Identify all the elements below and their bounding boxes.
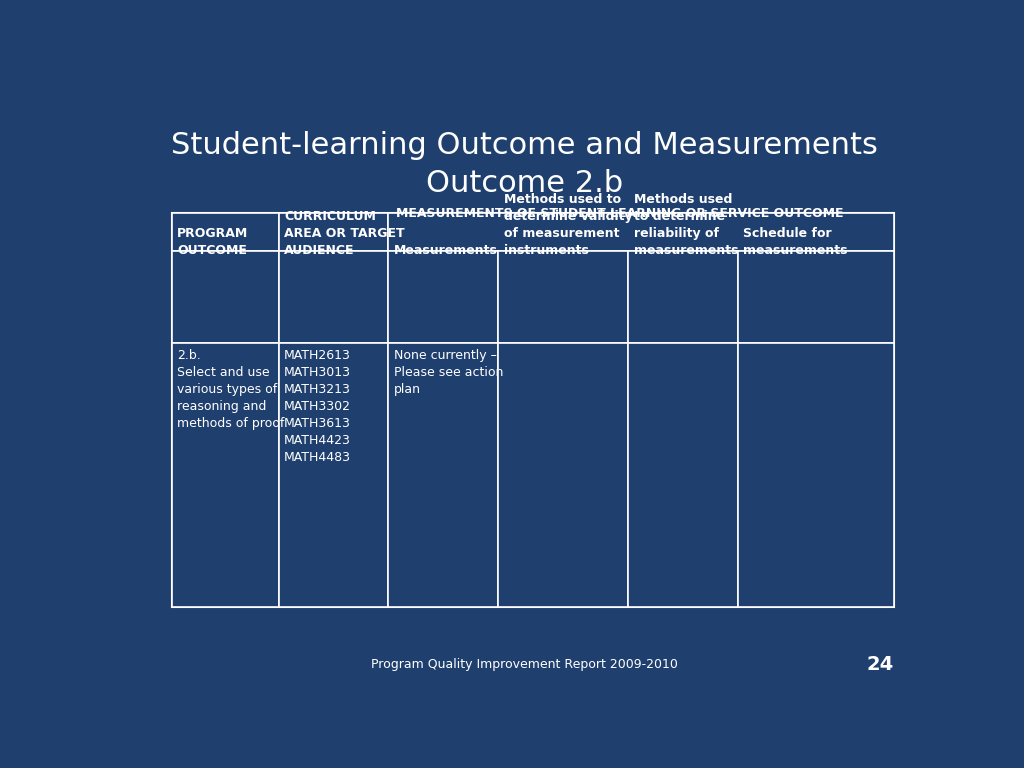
Bar xyxy=(388,214,894,250)
Text: Measurements: Measurements xyxy=(394,243,498,257)
Bar xyxy=(498,250,628,343)
Bar xyxy=(628,343,738,607)
Text: MATH2613
MATH3013
MATH3213
MATH3302
MATH3613
MATH4423
MATH4483: MATH2613 MATH3013 MATH3213 MATH3302 MATH… xyxy=(284,349,351,464)
Bar xyxy=(279,343,388,607)
Text: None currently –
Please see action
plan: None currently – Please see action plan xyxy=(394,349,503,396)
Bar xyxy=(172,250,279,343)
Text: 24: 24 xyxy=(866,655,894,674)
Bar xyxy=(738,250,894,343)
Text: MEASUREMENTS OF STUDENT LEARNING OR SERVICE OUTCOME: MEASUREMENTS OF STUDENT LEARNING OR SERV… xyxy=(396,207,844,220)
Bar xyxy=(172,343,279,607)
Text: Methods used to
determine validity
of measurement
instruments: Methods used to determine validity of me… xyxy=(504,193,632,257)
Text: 2.b.
Select and use
various types of
reasoning and
methods of proof: 2.b. Select and use various types of rea… xyxy=(177,349,285,430)
Text: Methods used
to determine
reliability of
measurements: Methods used to determine reliability of… xyxy=(634,193,738,257)
Bar xyxy=(172,214,894,607)
Bar xyxy=(172,214,279,250)
Text: Student-learning Outcome and Measurements: Student-learning Outcome and Measurement… xyxy=(171,131,879,160)
Text: CURRICULUM
AREA OR TARGET
AUDIENCE: CURRICULUM AREA OR TARGET AUDIENCE xyxy=(284,210,404,257)
Text: Program Quality Improvement Report 2009-2010: Program Quality Improvement Report 2009-… xyxy=(372,658,678,671)
Bar xyxy=(498,343,628,607)
Bar xyxy=(388,250,498,343)
Text: Schedule for
measurements: Schedule for measurements xyxy=(743,227,848,257)
Bar xyxy=(279,250,388,343)
Bar xyxy=(628,250,738,343)
Text: Outcome 2.b: Outcome 2.b xyxy=(426,169,624,198)
Bar xyxy=(279,214,388,250)
Text: PROGRAM
OUTCOME: PROGRAM OUTCOME xyxy=(177,227,249,257)
Bar xyxy=(388,343,498,607)
Bar xyxy=(738,343,894,607)
